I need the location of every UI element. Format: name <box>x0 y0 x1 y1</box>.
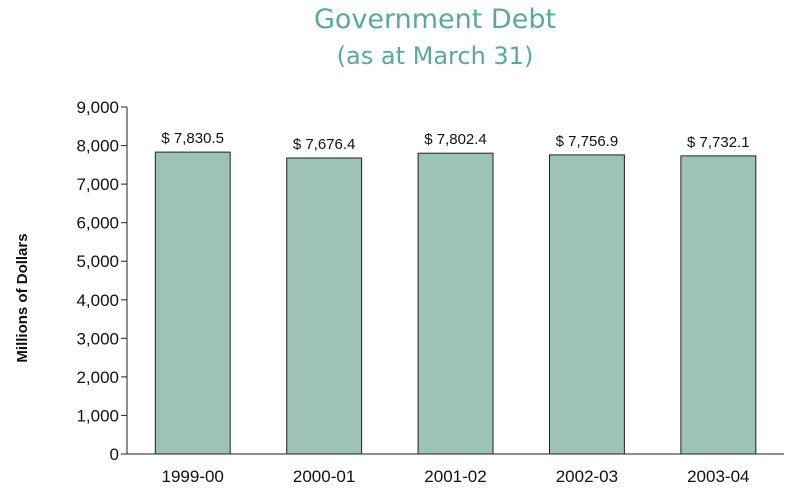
bar-1999-00 <box>154 151 231 455</box>
y-tick-label: 8,000 <box>76 137 119 156</box>
chart-title: Government Debt <box>314 4 556 35</box>
bars-layer <box>154 151 757 455</box>
data-labels-layer: $ 7,830.5 $ 7,676.4 $ 7,802.4 $ 7,756.9 $ 7,… <box>161 130 749 153</box>
data-label-1999-00: $ 7,830.5 <box>161 130 224 147</box>
x-tick-label-2000-01: 2000-01 <box>293 467 355 486</box>
y-tick-label: 6,000 <box>76 214 119 233</box>
chart-subtitle: (as at March 31) <box>337 42 534 70</box>
data-label-2003-04: $ 7,732.1 <box>687 134 750 151</box>
y-axis: 0 1,000 2,000 3,000 4,000 5,000 6,000 7,000 8,00… <box>76 98 128 464</box>
x-tick-label-2001-02: 2001-02 <box>424 467 486 486</box>
x-axis: 1999-00 2000-01 2001-02 2002-03 2003-04 <box>127 453 784 486</box>
data-label-2000-01: $ 7,676.4 <box>293 136 356 153</box>
bar-2000-01 <box>286 157 363 455</box>
y-tick-label: 7,000 <box>76 175 119 194</box>
x-tick-label-1999-00: 1999-00 <box>162 467 224 486</box>
x-tick-label-2003-04: 2003-04 <box>687 467 749 486</box>
y-tick-label: 3,000 <box>76 329 119 348</box>
y-tick-label: 1,000 <box>76 406 119 425</box>
y-tick-label: 5,000 <box>76 252 119 271</box>
bar-2003-04 <box>680 155 757 455</box>
y-tick-label: 2,000 <box>76 368 119 387</box>
y-tick-label: 4,000 <box>76 291 119 310</box>
bar-2002-03 <box>549 154 625 455</box>
y-tick-label: 0 <box>110 445 119 464</box>
data-label-2001-02: $ 7,802.4 <box>424 131 487 148</box>
y-tick-label: 9,000 <box>76 98 119 117</box>
data-label-2002-03: $ 7,756.9 <box>556 133 619 150</box>
x-tick-label-2002-03: 2002-03 <box>556 467 618 486</box>
bar-2001-02 <box>417 152 494 455</box>
y-axis-label: Millions of Dollars <box>14 233 31 362</box>
